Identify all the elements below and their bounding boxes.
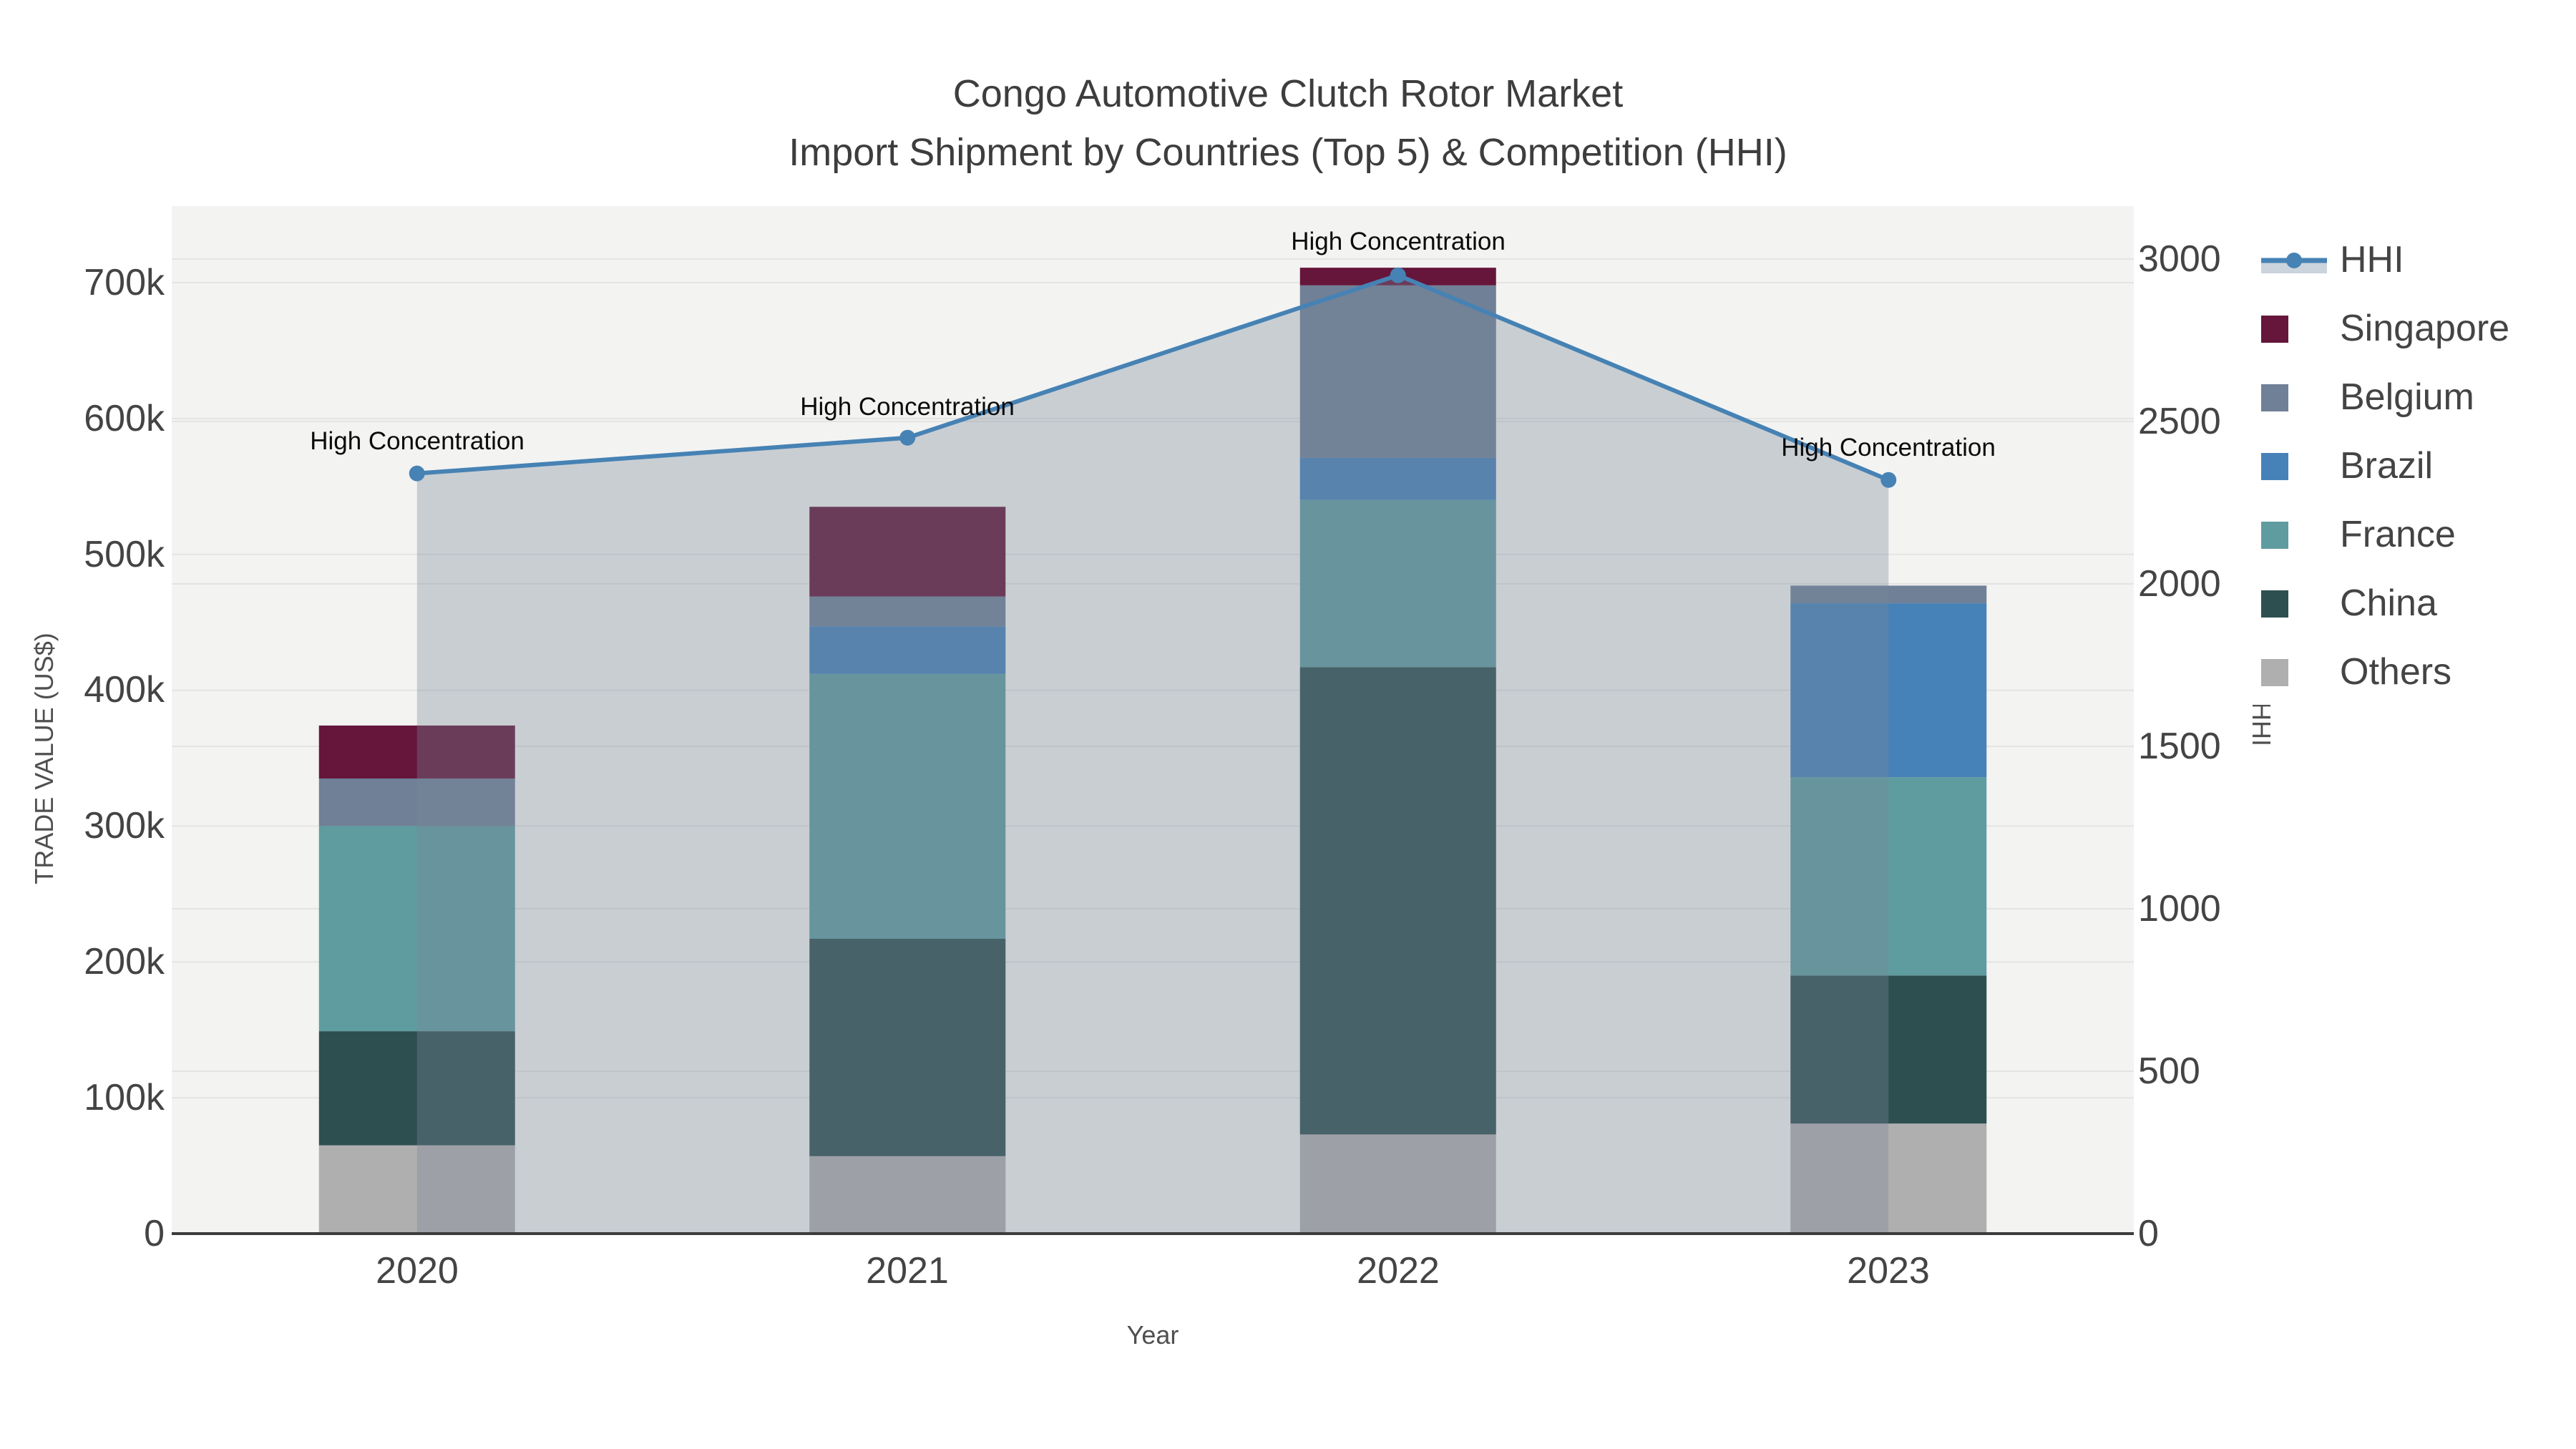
- annotation-2020: High Concentration: [310, 427, 525, 455]
- y1-tick-700k: 700k: [84, 262, 165, 303]
- y2-tick-2500: 2500: [2138, 401, 2221, 442]
- france-swatch-icon: [2261, 522, 2288, 549]
- bar-segment-singapore-2020: [318, 725, 515, 779]
- legend-label-brazil: Brazil: [2340, 445, 2434, 487]
- legend-label-others: Others: [2340, 651, 2452, 693]
- bar-segment-others-2020: [318, 1145, 515, 1234]
- bar-segment-singapore-2021: [809, 507, 1006, 597]
- bar-segment-others-2021: [809, 1156, 1006, 1234]
- hhi-line: [416, 273, 1890, 482]
- y2-tick-3000: 3000: [2138, 238, 2221, 280]
- y1-tick-200k: 200k: [84, 941, 165, 982]
- x-tick-2020: 2020: [376, 1250, 459, 1292]
- singapore-swatch-icon: [2261, 316, 2288, 343]
- legend: HHI Singapore Belgium Brazil France Chin…: [2235, 225, 2576, 705]
- legend-item-france[interactable]: France: [2235, 500, 2576, 569]
- chart-title-line2: Import Shipment by Countries (Top 5) & C…: [789, 131, 1787, 174]
- bar-segment-brazil-2023: [1790, 603, 1987, 778]
- chart-title-line1: Congo Automotive Clutch Rotor Market: [952, 72, 1624, 115]
- y2-tick-0: 0: [2138, 1213, 2159, 1254]
- annotation-2021: High Concentration: [800, 393, 1015, 421]
- bar-segment-others-2022: [1299, 1134, 1496, 1234]
- annotation-2023: High Concentration: [1781, 434, 1996, 462]
- x-tick-2022: 2022: [1357, 1250, 1440, 1292]
- legend-item-singapore[interactable]: Singapore: [2235, 294, 2576, 363]
- legend-label-china: China: [2340, 582, 2437, 624]
- bar-segment-belgium-2021: [809, 596, 1006, 627]
- hhi-marker-2023: [1880, 472, 1897, 488]
- legend-item-hhi[interactable]: HHI: [2235, 225, 2576, 294]
- others-swatch-icon: [2261, 659, 2288, 686]
- bar-segment-france-2020: [318, 826, 515, 1032]
- bar-segment-belgium-2023: [1790, 585, 1987, 604]
- y2-tick-1000: 1000: [2138, 888, 2221, 930]
- bar-segment-china-2022: [1299, 667, 1496, 1135]
- y1-tick-100k: 100k: [84, 1077, 165, 1118]
- x-tick-2023: 2023: [1847, 1250, 1930, 1292]
- legend-item-others[interactable]: Others: [2235, 638, 2576, 706]
- hhi-area: [416, 275, 1889, 1234]
- bar-segment-others-2023: [1790, 1123, 1987, 1234]
- y1-tick-300k: 300k: [84, 805, 165, 847]
- annotation-2022: High Concentration: [1291, 228, 1506, 255]
- bar-segment-belgium-2022: [1299, 285, 1496, 458]
- legend-label-france: France: [2340, 514, 2456, 555]
- hhi-marker-2021: [899, 429, 916, 446]
- x-axis-title: Year: [1126, 1320, 1179, 1350]
- belgium-swatch-icon: [2261, 384, 2288, 411]
- legend-item-belgium[interactable]: Belgium: [2235, 363, 2576, 431]
- bar-segment-belgium-2020: [318, 778, 515, 826]
- legend-label-hhi: HHI: [2340, 239, 2404, 280]
- bar-segment-france-2022: [1299, 499, 1496, 668]
- bar-segment-france-2021: [809, 673, 1006, 940]
- legend-label-belgium: Belgium: [2340, 376, 2474, 418]
- bar-segment-china-2021: [809, 939, 1006, 1156]
- y2-tick-1500: 1500: [2138, 726, 2221, 767]
- bar-segment-china-2023: [1790, 975, 1987, 1124]
- bar-segment-brazil-2022: [1299, 457, 1496, 500]
- x-tick-2021: 2021: [866, 1250, 949, 1292]
- china-swatch-icon: [2261, 590, 2288, 618]
- legend-item-china[interactable]: China: [2235, 569, 2576, 638]
- left-axis-title: TRADE VALUE (US$): [29, 633, 59, 884]
- y2-tick-2000: 2000: [2138, 563, 2221, 605]
- y1-tick-0: 0: [144, 1213, 165, 1254]
- y1-tick-600k: 600k: [84, 398, 165, 439]
- hhi-marker-2022: [1390, 267, 1406, 283]
- bar-segment-brazil-2021: [809, 626, 1006, 674]
- bar-segment-china-2020: [318, 1031, 515, 1146]
- hhi-line-swatch-icon: [2261, 244, 2327, 275]
- y1-tick-400k: 400k: [84, 669, 165, 711]
- y1-tick-500k: 500k: [84, 534, 165, 575]
- y2-tick-500: 500: [2138, 1050, 2200, 1092]
- chart-title: Congo Automotive Clutch Rotor Market Imp…: [0, 64, 2576, 182]
- legend-item-brazil[interactable]: Brazil: [2235, 431, 2576, 500]
- hhi-marker-2020: [409, 465, 425, 482]
- bar-segment-france-2023: [1790, 777, 1987, 976]
- brazil-swatch-icon: [2261, 453, 2288, 480]
- legend-label-singapore: Singapore: [2340, 308, 2510, 349]
